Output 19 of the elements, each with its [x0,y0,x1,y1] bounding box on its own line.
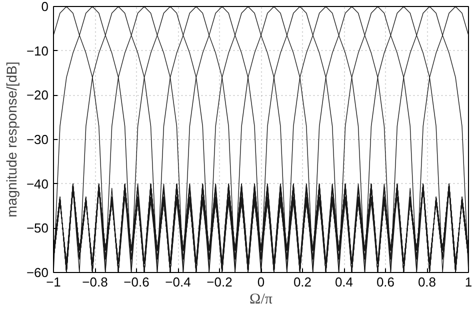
y-tick-label: 0 [41,0,49,14]
y-tick-label: −20 [26,88,49,103]
y-tick-label: −10 [26,43,49,58]
x-tick-label: 0.2 [293,274,312,290]
x-tick-label: 0.8 [418,274,436,290]
y-tick-label: −30 [26,132,49,147]
y-tick-label: −40 [26,176,49,192]
x-tick-label: −0.4 [165,274,191,290]
x-tick-label: −0.6 [124,274,150,290]
x-axis-title: Ω/π [250,292,273,308]
x-tick-label: −0.8 [82,274,108,290]
x-tick-label: 1 [464,274,472,290]
x-tick-label: 0.6 [376,274,395,290]
y-tick-label: −50 [26,220,49,236]
x-tick-label: 0 [257,274,265,290]
y-axis-title: magnitude response/[dB] [3,62,20,218]
x-tick-label: −0.2 [206,274,232,290]
x-tick-label: 0.4 [334,274,354,290]
y-tick-label: −60 [26,265,49,280]
